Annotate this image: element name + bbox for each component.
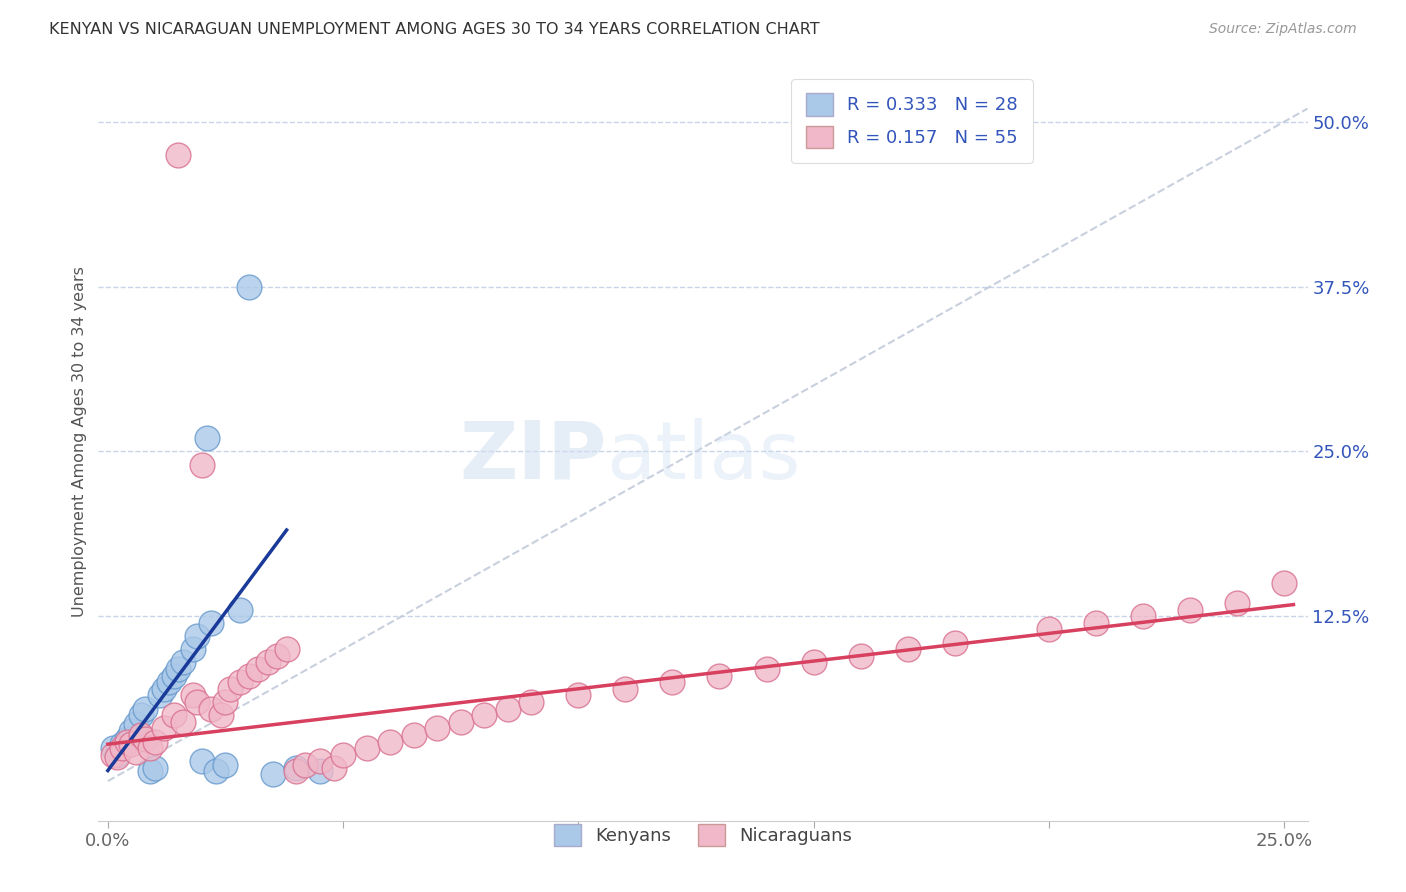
Point [181, 689, 204, 703]
Point [1226, 596, 1249, 610]
Point [308, 754, 330, 768]
Point [134, 731, 156, 746]
Text: Source: ZipAtlas.com: Source: ZipAtlas.com [1209, 22, 1357, 37]
Point [186, 629, 208, 643]
Point [472, 708, 495, 723]
Point [143, 761, 166, 775]
Point [228, 675, 250, 690]
Point [205, 764, 228, 778]
Point [139, 764, 162, 778]
Point [755, 662, 778, 676]
Text: ZIP: ZIP [458, 417, 606, 496]
Text: KENYAN VS NICARAGUAN UNEMPLOYMENT AMONG AGES 30 TO 34 YEARS CORRELATION CHART: KENYAN VS NICARAGUAN UNEMPLOYMENT AMONG … [49, 22, 820, 37]
Point [125, 745, 148, 759]
Point [163, 668, 186, 682]
Point [661, 675, 683, 690]
Point [191, 458, 214, 472]
Point [247, 662, 270, 676]
Point [897, 642, 920, 657]
Point [209, 708, 232, 723]
Point [402, 728, 425, 742]
Point [172, 714, 194, 729]
Point [426, 722, 449, 736]
Point [1272, 576, 1295, 591]
Point [167, 662, 190, 676]
Point [1038, 623, 1060, 637]
Point [214, 695, 236, 709]
Point [276, 642, 298, 657]
Point [496, 701, 519, 715]
Legend: Kenyans, Nicaraguans: Kenyans, Nicaraguans [547, 817, 859, 854]
Point [1178, 602, 1201, 616]
Point [191, 754, 214, 768]
Point [285, 764, 308, 778]
Point [450, 714, 472, 729]
Point [181, 642, 204, 657]
Point [567, 689, 589, 703]
Point [195, 431, 218, 445]
Text: atlas: atlas [606, 417, 800, 496]
Point [219, 681, 242, 696]
Point [520, 695, 543, 709]
Point [285, 761, 308, 775]
Point [134, 701, 156, 715]
Point [294, 758, 316, 772]
Point [101, 741, 124, 756]
Point [120, 737, 142, 751]
Point [111, 737, 134, 751]
Point [167, 147, 190, 161]
Point [129, 708, 152, 723]
Point [256, 656, 278, 670]
Point [262, 767, 284, 781]
Point [143, 734, 166, 748]
Point [943, 635, 966, 649]
Point [115, 734, 138, 748]
Point [153, 722, 176, 736]
Point [266, 648, 288, 663]
Point [228, 602, 250, 616]
Point [111, 741, 134, 756]
Point [172, 656, 194, 670]
Point [308, 764, 330, 778]
Y-axis label: Unemployment Among Ages 30 to 34 years: Unemployment Among Ages 30 to 34 years [72, 266, 87, 617]
Point [803, 656, 825, 670]
Point [149, 689, 172, 703]
Point [163, 708, 186, 723]
Point [1132, 609, 1154, 624]
Point [332, 747, 354, 762]
Point [101, 747, 124, 762]
Point [129, 728, 152, 742]
Point [115, 731, 138, 746]
Point [200, 701, 222, 715]
Point [849, 648, 872, 663]
Point [356, 741, 378, 756]
Point [709, 668, 731, 682]
Point [378, 734, 401, 748]
Point [105, 750, 128, 764]
Point [157, 675, 180, 690]
Point [238, 279, 260, 293]
Point [186, 695, 208, 709]
Point [614, 681, 637, 696]
Point [1084, 615, 1107, 630]
Point [153, 681, 176, 696]
Point [214, 758, 236, 772]
Point [139, 741, 162, 756]
Point [238, 668, 260, 682]
Point [125, 717, 148, 731]
Point [120, 723, 142, 738]
Point [200, 615, 222, 630]
Point [105, 747, 128, 762]
Point [322, 761, 344, 775]
